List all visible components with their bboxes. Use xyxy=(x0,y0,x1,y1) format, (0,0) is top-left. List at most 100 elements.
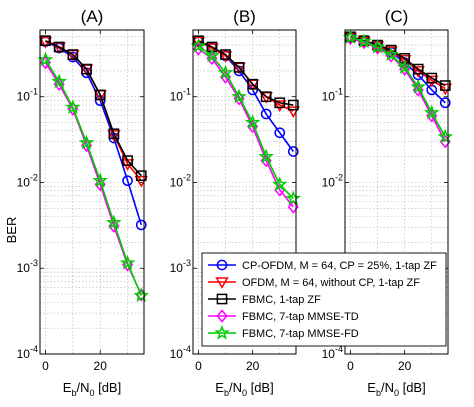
panel-a-series-square-point xyxy=(67,49,79,60)
panel-a-frame xyxy=(39,29,145,355)
panel-a-series-square-point xyxy=(53,41,65,53)
panel-a-xtick-label: 20 xyxy=(94,359,108,373)
panel-c-series-star xyxy=(342,29,454,144)
panel-b-series-star-point xyxy=(285,190,302,206)
panel-a-grid xyxy=(40,30,144,355)
panel-a-series-square-point xyxy=(108,128,120,140)
panel-b-ytick-label: 10-4 xyxy=(170,344,191,361)
panel-c-series-star-point xyxy=(356,33,372,49)
panel-b-series-circle-point xyxy=(260,108,272,120)
panel-c-series-star-point xyxy=(437,128,454,144)
legend-entry-square: FBMC, 1-tap ZF xyxy=(208,293,321,306)
panel-c-series-star-point xyxy=(423,104,440,120)
panel-c-series-triangle-down-point xyxy=(438,83,452,96)
panel-a-series-star-point xyxy=(65,99,81,115)
legend-label: FBMC, 1-tap ZF xyxy=(242,294,321,306)
panel-c-frame xyxy=(344,29,449,355)
panel-b-ytick-label: 10-2 xyxy=(170,172,191,189)
legend-label: CP-OFDM, M = 64, CP = 25%, 1-tap ZF xyxy=(242,260,437,272)
panel-b-series-square-point xyxy=(220,49,231,60)
panel-c-series-circle-point xyxy=(439,97,451,109)
panel-c-series-square-point xyxy=(426,72,438,84)
legend-entry-circle: CP-OFDM, M = 64, CP = 25%, 1-tap ZF xyxy=(208,259,437,272)
panel-b-ytick-label: 10-3 xyxy=(170,258,191,275)
panel-c-x-axis-label: Eb/N0 [dB] xyxy=(367,380,425,398)
panel-b-xtick-label: 20 xyxy=(246,359,260,373)
panel-c-series-star-point xyxy=(396,59,413,74)
panel-b-series-circle-point xyxy=(247,84,258,96)
panel-a-series-square-point xyxy=(81,63,92,75)
panel-c-series-diamond xyxy=(344,31,451,149)
panel-a-series-star-point xyxy=(106,214,122,230)
legend-marker xyxy=(215,277,229,289)
panel-c-series-triangle-down-point xyxy=(425,75,439,88)
panel-a-xtick-label: 0 xyxy=(42,359,49,373)
panel-b-series-square-point xyxy=(260,91,272,103)
panel-b-series-triangle-down-point xyxy=(273,100,287,112)
panel-a-series-square-point xyxy=(135,170,147,182)
panel-c-ytick-label: 10-4 xyxy=(322,344,343,361)
panel-b-x-axis-label: Eb/N0 [dB] xyxy=(215,380,273,398)
panel-c-ytick-label: 10-2 xyxy=(322,172,343,189)
panel-b: 10-1 10-2 10-3 10-4 0 20 (B) Eb/N0 [dB] xyxy=(170,7,302,398)
legend-marker xyxy=(216,309,228,323)
panel-a-ytick-label: 10-3 xyxy=(17,258,38,275)
panel-b-ytick-label: 10-1 xyxy=(170,87,191,104)
panel-a-series-triangle-down-point xyxy=(134,175,148,188)
legend-entry-star: FBMC, 7-tap MMSE-FD xyxy=(208,324,359,340)
panel-a-ytick-label: 10-4 xyxy=(17,344,38,361)
panel-b-series-square-point xyxy=(274,97,286,109)
panel-a-series-square-point xyxy=(122,155,133,166)
legend-marker xyxy=(216,293,228,305)
panel-a-ytick-label: 10-1 xyxy=(17,87,38,104)
panel-a-x-axis-label: Eb/N0 [dB] xyxy=(63,380,121,398)
panel-b-series-triangle-down-point xyxy=(286,106,300,119)
panel-c-series-star-point xyxy=(342,29,359,45)
panel-c-series-star-point xyxy=(369,38,386,54)
panel-a-ytick-label: 10-2 xyxy=(17,172,38,189)
panel-a-series-star-point xyxy=(37,51,54,67)
panel-b-series-star-point xyxy=(204,47,220,63)
panel-c-title: (C) xyxy=(385,7,409,26)
panel-c-xtick-label: 20 xyxy=(398,359,412,373)
legend-marker xyxy=(214,324,230,340)
legend-label: OFDM, M = 64, without CP, 1-tap ZF xyxy=(242,277,420,289)
panel-b-series-star-point xyxy=(231,88,247,104)
legend-marker xyxy=(216,259,228,271)
panel-a-series-square xyxy=(40,35,147,182)
legend-entry-diamond: FBMC, 7-tap MMSE-TD xyxy=(208,309,359,323)
panel-b-series-circle-point xyxy=(274,127,286,139)
panel-b-series-star-point xyxy=(244,114,261,130)
panel-b-series-square-point xyxy=(233,62,245,73)
panel-c-series-star-point xyxy=(383,46,399,62)
panel-b-series-square-point xyxy=(287,99,299,111)
panel-a-series-square-point xyxy=(94,89,106,101)
panel-b-series-star-point xyxy=(258,148,274,164)
legend-entry-triangle-down: OFDM, M = 64, without CP, 1-tap ZF xyxy=(208,277,420,289)
legend-label: FBMC, 7-tap MMSE-FD xyxy=(242,328,359,340)
panel-b-series-star-point xyxy=(190,37,207,53)
panel-a-series-circle-line xyxy=(45,40,143,226)
panel-a-series-square-point xyxy=(40,35,51,47)
legend: CP-OFDM, M = 64, CP = 25%, 1-tap ZF OFDM,… xyxy=(201,252,447,347)
panel-a-series-star-point xyxy=(92,172,108,188)
panel-a-series-star-point xyxy=(119,254,136,270)
panel-a-series-star-point xyxy=(133,287,150,303)
panel-b-series-square-point xyxy=(193,35,204,47)
y-axis-label: BER xyxy=(4,217,19,244)
panel-c-xtick-label: 0 xyxy=(347,359,354,373)
panel-c-series-square-point xyxy=(412,63,424,75)
panel-c-series-square-line xyxy=(350,36,446,87)
panel-b-xtick-label: 0 xyxy=(195,359,202,373)
panel-a-series-triangle-down-point xyxy=(107,130,121,142)
panel-b-series-circle-point xyxy=(287,146,299,157)
panel-a-title: (A) xyxy=(81,7,104,26)
legend-label: FBMC, 7-tap MMSE-TD xyxy=(242,311,359,323)
panel-c-ytick-label: 10-1 xyxy=(322,87,343,104)
panel-b-series-square-point xyxy=(247,78,258,90)
panel-a-series-star xyxy=(37,51,150,303)
panel-b-series-star-point xyxy=(217,64,234,80)
panel-b-series-star xyxy=(190,37,302,206)
panel-c-series-square-point xyxy=(439,80,451,91)
